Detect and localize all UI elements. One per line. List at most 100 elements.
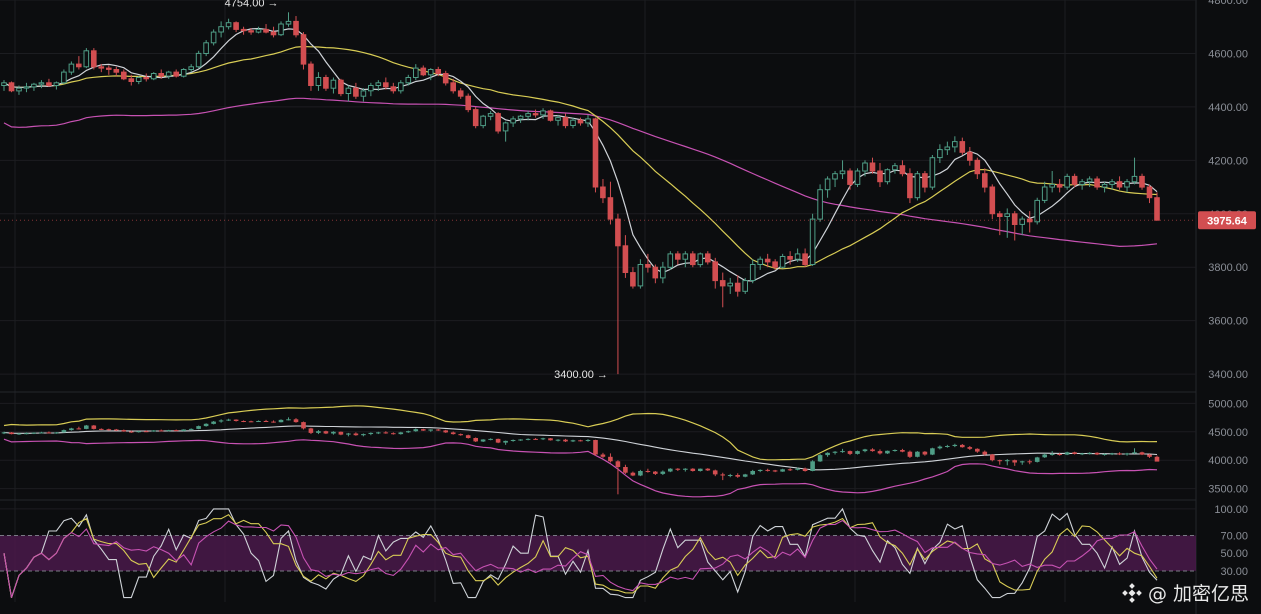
candle[interactable]: [585, 114, 591, 127]
mini-candle[interactable]: [203, 423, 209, 427]
candle[interactable]: [143, 73, 149, 82]
mini-candle[interactable]: [84, 424, 89, 430]
mini-candle[interactable]: [1117, 452, 1122, 456]
candle[interactable]: [248, 28, 254, 35]
candle[interactable]: [719, 272, 726, 308]
candle[interactable]: [31, 82, 37, 91]
mini-candle[interactable]: [698, 468, 703, 472]
mini-candle[interactable]: [1147, 453, 1152, 458]
candle[interactable]: [375, 80, 382, 91]
candle[interactable]: [308, 61, 314, 91]
candle[interactable]: [660, 261, 666, 284]
mini-candle[interactable]: [720, 472, 725, 481]
candle[interactable]: [338, 78, 344, 97]
candle[interactable]: [83, 48, 90, 69]
mini-candle[interactable]: [136, 430, 141, 433]
mini-candle[interactable]: [428, 429, 433, 432]
candle[interactable]: [16, 85, 22, 95]
candle[interactable]: [405, 74, 412, 86]
mini-candle[interactable]: [907, 450, 913, 458]
candle[interactable]: [824, 176, 831, 198]
candle[interactable]: [749, 259, 756, 284]
mini-candle[interactable]: [1, 431, 7, 435]
candle[interactable]: [525, 110, 531, 121]
mini-candle[interactable]: [46, 431, 52, 434]
mini-candle[interactable]: [847, 450, 853, 456]
mini-candle[interactable]: [413, 428, 419, 432]
candle[interactable]: [225, 18, 232, 30]
candle[interactable]: [300, 32, 307, 70]
mini-candle[interactable]: [1049, 451, 1055, 456]
mini-candle[interactable]: [263, 419, 269, 422]
mini-candle[interactable]: [151, 430, 156, 432]
candle[interactable]: [323, 74, 329, 91]
mini-candle[interactable]: [376, 431, 381, 435]
mini-candle[interactable]: [1064, 451, 1070, 456]
mini-candle[interactable]: [488, 438, 493, 441]
mini-candle[interactable]: [69, 427, 74, 431]
candle[interactable]: [787, 251, 793, 265]
mini-candle[interactable]: [226, 418, 231, 421]
candle[interactable]: [315, 72, 322, 91]
candle[interactable]: [899, 160, 906, 177]
candle[interactable]: [847, 168, 853, 190]
mini-candle[interactable]: [967, 446, 973, 450]
candle[interactable]: [480, 114, 486, 129]
candle[interactable]: [1101, 181, 1108, 193]
candle[interactable]: [450, 78, 456, 94]
candle[interactable]: [165, 70, 172, 79]
candle[interactable]: [1064, 173, 1070, 190]
mini-candle[interactable]: [840, 448, 845, 453]
candle[interactable]: [742, 277, 749, 294]
candle[interactable]: [622, 235, 629, 278]
mini-candle[interactable]: [435, 428, 441, 431]
mini-candle[interactable]: [308, 427, 314, 435]
mini-candle[interactable]: [975, 448, 980, 453]
mini-candle[interactable]: [945, 444, 950, 448]
mini-candle[interactable]: [638, 469, 643, 477]
mini-candle[interactable]: [301, 421, 306, 430]
candle[interactable]: [442, 70, 449, 86]
candle[interactable]: [61, 69, 67, 85]
mini-candle[interactable]: [990, 453, 995, 462]
candle[interactable]: [383, 77, 389, 90]
candle[interactable]: [46, 78, 52, 87]
mini-candle[interactable]: [675, 468, 681, 472]
candle[interactable]: [502, 121, 509, 142]
candle[interactable]: [764, 253, 771, 268]
mini-candle[interactable]: [338, 431, 344, 436]
mini-candle[interactable]: [1034, 456, 1040, 463]
mini-candle[interactable]: [623, 464, 628, 474]
mini-candle[interactable]: [458, 433, 463, 436]
mini-candle[interactable]: [735, 473, 740, 478]
mini-candle[interactable]: [922, 451, 928, 456]
mini-candle[interactable]: [61, 429, 67, 433]
candle[interactable]: [398, 80, 404, 94]
mini-candle[interactable]: [1154, 455, 1160, 462]
candle[interactable]: [278, 21, 284, 37]
candle[interactable]: [884, 168, 891, 185]
candle[interactable]: [195, 50, 202, 69]
mini-candle[interactable]: [585, 439, 591, 442]
candle[interactable]: [353, 82, 359, 99]
mini-candle[interactable]: [787, 468, 793, 472]
mini-candle[interactable]: [653, 471, 658, 475]
mini-candle[interactable]: [533, 438, 538, 440]
candle[interactable]: [150, 72, 157, 81]
mini-candle[interactable]: [885, 450, 890, 454]
candle[interactable]: [645, 253, 651, 273]
candle[interactable]: [817, 184, 823, 222]
candle[interactable]: [1086, 176, 1093, 188]
candle[interactable]: [959, 137, 966, 155]
mini-candle[interactable]: [802, 467, 808, 472]
candle[interactable]: [809, 213, 816, 266]
candle[interactable]: [952, 136, 958, 153]
candle[interactable]: [420, 65, 427, 77]
candle[interactable]: [53, 81, 60, 90]
candle[interactable]: [1071, 173, 1078, 188]
mini-candle[interactable]: [16, 432, 22, 435]
candle[interactable]: [675, 251, 681, 265]
mini-candle[interactable]: [780, 468, 785, 472]
mini-candle[interactable]: [877, 449, 883, 455]
mini-candle[interactable]: [278, 419, 284, 423]
